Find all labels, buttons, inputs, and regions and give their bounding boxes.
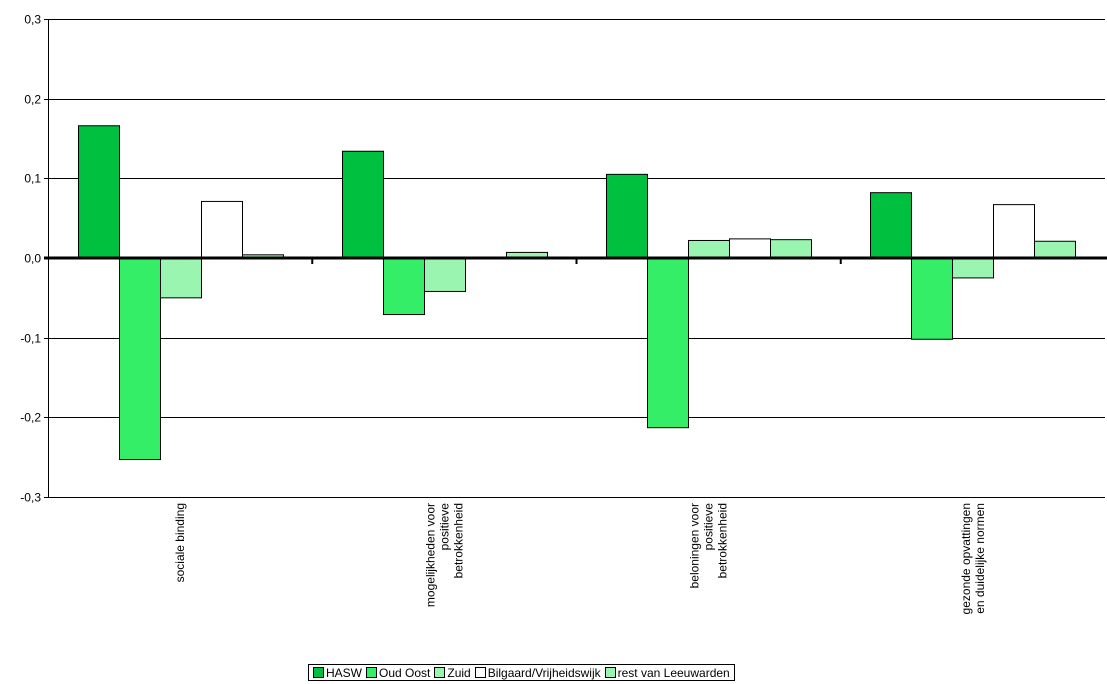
y-tick-label: 0,2	[24, 93, 41, 107]
bar-zuid	[688, 239, 730, 259]
bar-bilgaard-vrijheidswijk	[201, 200, 243, 259]
bar-bilgaard-vrijheidswijk	[993, 204, 1035, 259]
bar-zuid	[952, 257, 994, 279]
y-tick-label: 0,1	[24, 172, 41, 186]
legend-item: rest van Leeuwarden	[604, 665, 730, 680]
legend-swatch	[474, 667, 486, 678]
bar-hasw	[78, 125, 120, 259]
category-label: mogelijkheden voorpositievebetrokkenheid	[423, 503, 465, 607]
category-label: sociale binding	[173, 503, 187, 582]
legend-label: rest van Leeuwarden	[617, 665, 730, 680]
y-tick-label: -0,2	[20, 411, 41, 425]
y-tick-label: 0,3	[24, 13, 41, 27]
legend-item: Bilgaard/Vrijheidswijk	[474, 665, 601, 680]
y-tick-label: 0,0	[24, 252, 41, 266]
legend-label: Bilgaard/Vrijheidswijk	[487, 665, 601, 680]
bar-hasw	[606, 173, 648, 259]
y-tick-label: -0,3	[20, 491, 41, 505]
legend-item: HASW	[313, 666, 362, 680]
bar-rest-van-leeuwarden	[770, 239, 812, 259]
bar-hasw	[342, 150, 384, 259]
legend-swatch	[366, 667, 377, 678]
bar-oud-oost	[647, 257, 689, 429]
category-label: gezonde opvattingenen duidelijke normen	[959, 503, 987, 614]
bar-bilgaard-vrijheidswijk	[729, 238, 771, 259]
bar-zuid	[424, 257, 466, 292]
legend-label: HASW	[326, 665, 362, 680]
bar-oud-oost	[383, 257, 425, 316]
bar-oud-oost	[911, 257, 953, 340]
legend-label: Zuid	[447, 665, 471, 680]
bar-rest-van-leeuwarden	[1034, 240, 1076, 259]
legend-swatch	[434, 667, 446, 678]
category-label: beloningen voorpositievebetrokkenheid	[688, 503, 730, 589]
legend-item: Zuid	[434, 665, 471, 680]
bar-zuid	[160, 257, 202, 299]
legend: HASW Oud Oost Zuid Bilgaard/Vrijheidswijk re…	[308, 664, 735, 681]
bar-oud-oost	[119, 257, 161, 461]
bar-hasw	[870, 192, 912, 259]
legend-swatch	[313, 667, 324, 678]
legend-item: Oud Oost	[366, 666, 430, 680]
legend-swatch	[604, 667, 616, 678]
y-tick-label: -0,1	[20, 332, 41, 346]
legend-label: Oud Oost	[379, 665, 431, 680]
